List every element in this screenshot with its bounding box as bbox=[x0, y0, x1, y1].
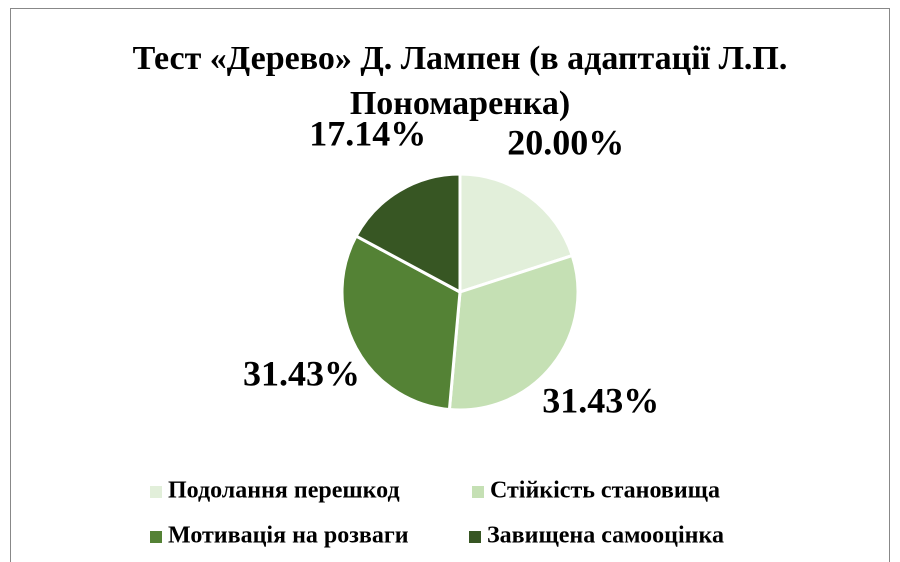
pie-slice bbox=[458, 172, 575, 295]
data-label: 20.00% bbox=[507, 123, 624, 163]
legend-swatch bbox=[150, 486, 162, 498]
data-label: 31.43% bbox=[243, 354, 360, 394]
legend-label: Стійкість становища bbox=[490, 478, 720, 504]
legend-swatch bbox=[150, 531, 162, 543]
pie-slice bbox=[340, 234, 462, 412]
legend-label: Завищена самооцінка bbox=[487, 523, 724, 549]
legend-label: Мотивація на розваги bbox=[168, 523, 409, 549]
legend-swatch bbox=[469, 531, 481, 543]
data-label: 17.14% bbox=[309, 114, 426, 154]
legend-label: Подолання перешкод bbox=[168, 478, 400, 504]
chart-title: Тест «Дерево» Д. Лампен (в адаптації Л.П… bbox=[132, 40, 788, 122]
pie-slice bbox=[354, 172, 462, 295]
data-label: 31.43% bbox=[542, 381, 659, 421]
pie-slice bbox=[447, 253, 580, 412]
legend-swatch bbox=[472, 486, 484, 498]
chart-border bbox=[10, 8, 890, 562]
